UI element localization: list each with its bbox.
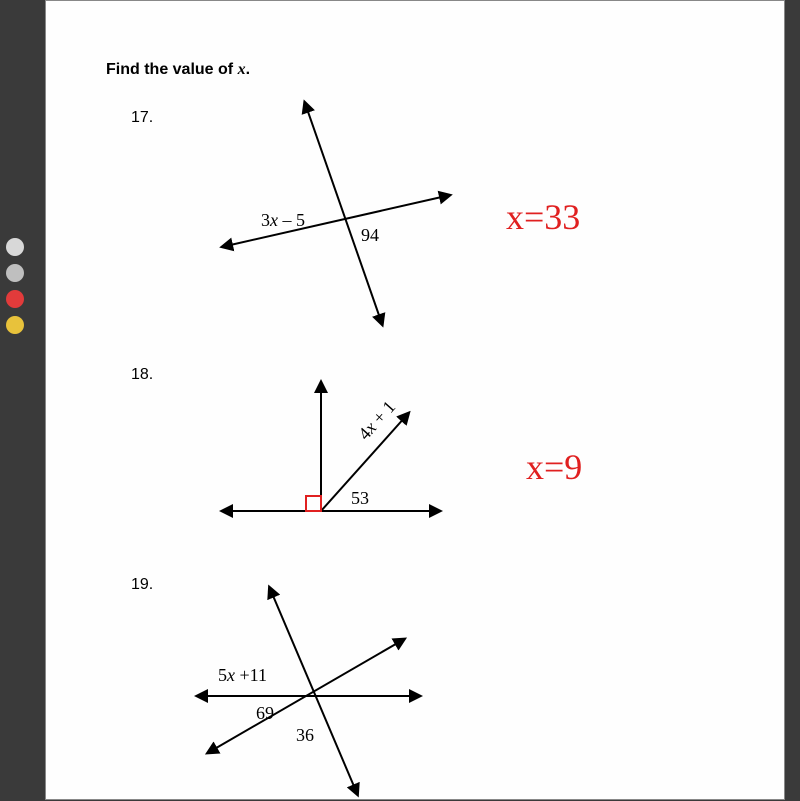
dot-4 — [6, 316, 24, 334]
instruction-variable: x — [238, 61, 246, 78]
problem-18-answer: x=9 — [526, 446, 582, 488]
p17-label-expr: 3x – 5 — [261, 210, 305, 230]
p17-label-num: 94 — [361, 225, 379, 245]
instruction-prefix: Find the value of — [106, 61, 238, 78]
p19-label-expr: 5x +11 — [218, 665, 267, 685]
problem-17-answer: x=33 — [506, 196, 580, 238]
dot-2 — [6, 264, 24, 282]
dot-3 — [6, 290, 24, 308]
p18-label-num: 53 — [351, 488, 369, 508]
problem-17-number: 17. — [131, 109, 153, 127]
problem-18-number: 18. — [131, 366, 153, 384]
right-angle-marker — [306, 496, 321, 511]
sidebar-dots — [0, 230, 30, 342]
instruction-text: Find the value of x. — [106, 61, 250, 79]
problem-19-figure: 5x +11 69 36 — [156, 581, 436, 801]
worksheet-paper: Find the value of x. 17. 3x – 5 94 x=33 … — [45, 0, 785, 800]
problem-19-number: 19. — [131, 576, 153, 594]
p19-label-36: 36 — [296, 725, 314, 745]
dot-1 — [6, 238, 24, 256]
problem-17-figure: 3x – 5 94 — [186, 96, 466, 336]
problem-18-figure: 4x + 1 53 — [206, 371, 466, 551]
viewport: Find the value of x. 17. 3x – 5 94 x=33 … — [0, 0, 800, 800]
p18-label-expr: 4x + 1 — [354, 397, 399, 444]
instruction-suffix: . — [246, 61, 250, 78]
p19-label-69: 69 — [256, 703, 274, 723]
